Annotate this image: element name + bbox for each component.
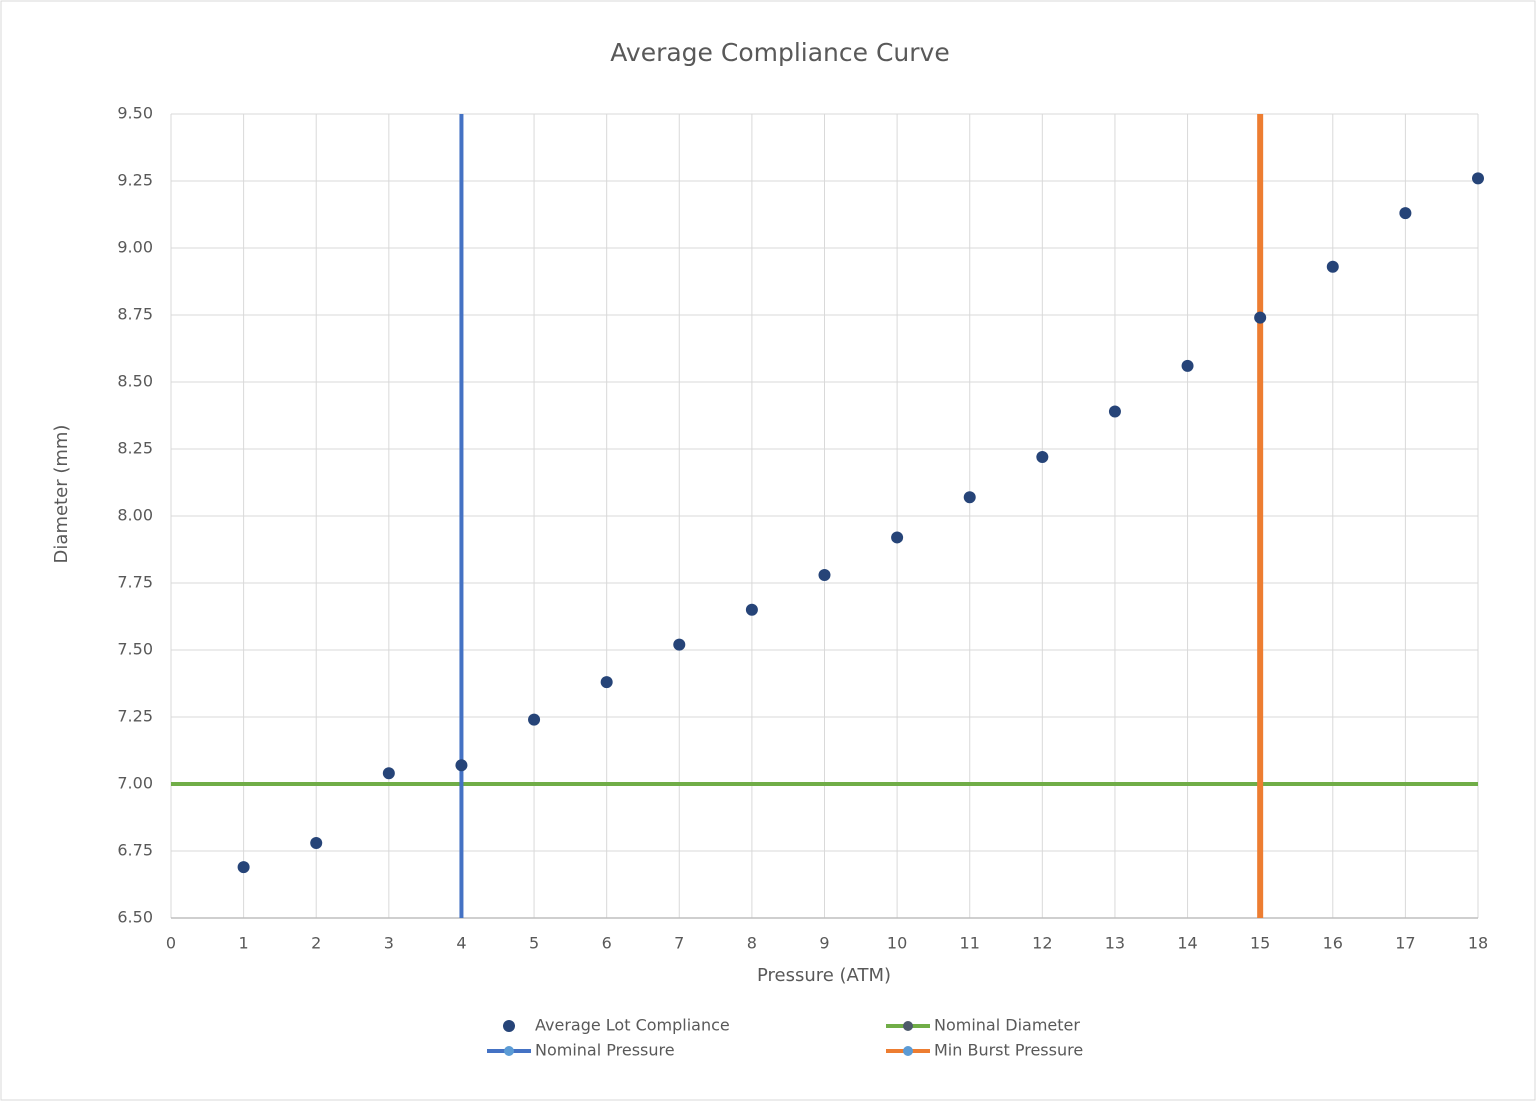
x-tick-label: 6 bbox=[602, 934, 612, 953]
legend-marker bbox=[503, 1020, 515, 1032]
chart-title: Average Compliance Curve bbox=[610, 38, 949, 67]
legend-label: Average Lot Compliance bbox=[535, 1016, 730, 1035]
data-point bbox=[528, 713, 541, 726]
x-tick-label: 7 bbox=[674, 934, 684, 953]
legend-marker bbox=[903, 1021, 913, 1031]
data-point bbox=[1181, 359, 1194, 372]
y-tick-label: 7.25 bbox=[117, 707, 153, 726]
y-tick-label: 7.50 bbox=[117, 640, 153, 659]
y-tick-label: 9.25 bbox=[117, 171, 153, 190]
y-tick-label: 9.50 bbox=[117, 104, 153, 123]
legend-label: Nominal Pressure bbox=[535, 1041, 675, 1060]
y-axis-label: Diameter (mm) bbox=[51, 425, 72, 564]
y-tick-label: 7.00 bbox=[117, 774, 153, 793]
x-tick-label: 17 bbox=[1395, 934, 1415, 953]
legend-label: Min Burst Pressure bbox=[934, 1041, 1083, 1060]
x-tick-label: 2 bbox=[311, 934, 321, 953]
x-tick-label: 9 bbox=[819, 934, 829, 953]
legend-label: Nominal Diameter bbox=[934, 1016, 1080, 1035]
data-point bbox=[963, 491, 976, 504]
x-axis-label: Pressure (ATM) bbox=[757, 965, 891, 986]
data-point bbox=[1036, 451, 1049, 464]
data-point bbox=[455, 759, 468, 772]
data-point bbox=[1399, 207, 1412, 220]
data-point bbox=[891, 531, 904, 544]
x-tick-label: 1 bbox=[239, 934, 249, 953]
data-point bbox=[237, 861, 250, 874]
x-tick-label: 4 bbox=[456, 934, 466, 953]
x-tick-label: 3 bbox=[384, 934, 394, 953]
data-point bbox=[745, 603, 758, 616]
y-tick-label: 9.00 bbox=[117, 238, 153, 257]
x-tick-label: 10 bbox=[887, 934, 907, 953]
data-point bbox=[600, 676, 613, 689]
y-tick-label: 7.75 bbox=[117, 573, 153, 592]
y-tick-label: 8.50 bbox=[117, 372, 153, 391]
x-tick-label: 15 bbox=[1250, 934, 1270, 953]
x-tick-label: 12 bbox=[1032, 934, 1052, 953]
x-tick-label: 11 bbox=[960, 934, 980, 953]
y-tick-label: 8.25 bbox=[117, 439, 153, 458]
data-point bbox=[1108, 405, 1121, 418]
x-tick-label: 13 bbox=[1105, 934, 1125, 953]
x-tick-label: 18 bbox=[1468, 934, 1488, 953]
y-tick-label: 6.75 bbox=[117, 841, 153, 860]
legend-marker bbox=[504, 1046, 514, 1056]
x-tick-label: 16 bbox=[1323, 934, 1343, 953]
data-point bbox=[818, 568, 831, 581]
x-tick-label: 8 bbox=[747, 934, 757, 953]
y-tick-label: 8.75 bbox=[117, 305, 153, 324]
data-point bbox=[310, 836, 323, 849]
data-point bbox=[1254, 311, 1267, 324]
y-tick-label: 8.00 bbox=[117, 506, 153, 525]
data-point bbox=[1472, 172, 1484, 185]
x-tick-label: 0 bbox=[166, 934, 176, 953]
data-point bbox=[1326, 260, 1339, 273]
legend-marker bbox=[903, 1046, 913, 1056]
x-tick-label: 14 bbox=[1177, 934, 1197, 953]
x-tick-label: 5 bbox=[529, 934, 539, 953]
data-point bbox=[382, 767, 395, 780]
data-point bbox=[673, 638, 686, 651]
y-tick-label: 6.50 bbox=[117, 908, 153, 927]
